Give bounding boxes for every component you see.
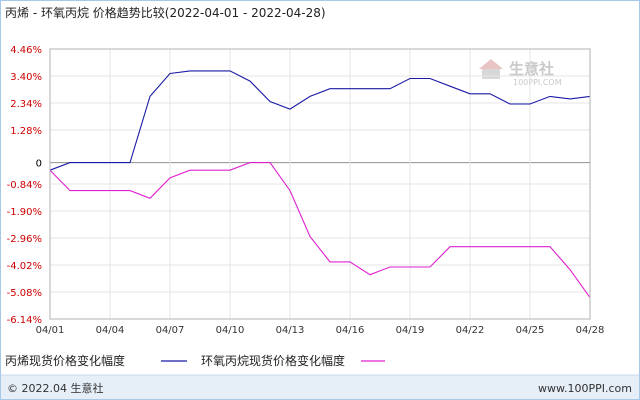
footer-link[interactable]: www.100PPI.com bbox=[538, 382, 632, 395]
watermark: 生意社 100PPI.COM bbox=[479, 59, 562, 87]
x-tick-label: 04/25 bbox=[516, 325, 545, 336]
propylene-series-line bbox=[49, 70, 591, 171]
x-tick-label: 04/04 bbox=[96, 325, 125, 336]
plot-border bbox=[49, 48, 591, 320]
footer-bar bbox=[1, 375, 639, 399]
legend-item-propylene-oxide: 环氧丙烷现货价格变化幅度 bbox=[201, 353, 385, 368]
y-tick-label: -5.08% bbox=[7, 288, 42, 299]
watermark-logo-icon bbox=[479, 59, 503, 79]
y-tick-label: 3.40% bbox=[10, 72, 42, 83]
x-tick-label: 04/07 bbox=[156, 325, 185, 336]
legend-label-propylene: 丙烯现货价格变化幅度 bbox=[5, 353, 125, 368]
x-tick-label: 04/10 bbox=[216, 325, 245, 336]
x-tick-label: 04/13 bbox=[276, 325, 305, 336]
legend: 丙烯现货价格变化幅度 环氧丙烷现货价格变化幅度 bbox=[5, 353, 385, 368]
propylene-oxide-series-line bbox=[49, 162, 591, 298]
y-tick-label: -1.90% bbox=[7, 207, 42, 218]
x-tick-label: 04/28 bbox=[576, 325, 605, 336]
y-tick-label: 0 bbox=[36, 159, 42, 170]
y-tick-label: -4.02% bbox=[7, 261, 42, 272]
chart-grid bbox=[49, 48, 591, 320]
watermark-site: 100PPI.COM bbox=[513, 78, 562, 87]
footer-copyright: © 2022.04 生意社 bbox=[7, 381, 103, 395]
chart-title: 丙烯 - 环氧丙烷 价格趋势比较(2022-04-01 - 2022-04-28… bbox=[5, 5, 326, 20]
y-tick-label: 4.46% bbox=[10, 45, 42, 56]
y-tick-label: -0.84% bbox=[7, 180, 42, 191]
y-tick-label: 2.34% bbox=[10, 99, 42, 110]
y-tick-label: -6.14% bbox=[7, 315, 42, 326]
y-tick-label: 1.28% bbox=[10, 126, 42, 137]
x-tick-label: 04/19 bbox=[396, 325, 425, 336]
legend-label-propylene-oxide: 环氧丙烷现货价格变化幅度 bbox=[201, 353, 345, 368]
watermark-brand: 生意社 bbox=[509, 60, 554, 78]
legend-item-propylene: 丙烯现货价格变化幅度 bbox=[5, 353, 187, 368]
y-tick-label: -2.96% bbox=[7, 234, 42, 245]
x-tick-label: 04/01 bbox=[36, 325, 65, 336]
series-layer bbox=[49, 70, 591, 298]
y-axis-ticks: 4.46% 3.40% 2.34% 1.28% 0 -0.84% -1.90% -2.96% -… bbox=[7, 45, 42, 326]
x-tick-label: 04/22 bbox=[456, 325, 485, 336]
x-tick-label: 04/16 bbox=[336, 325, 365, 336]
x-axis-ticks: 04/01 04/04 04/07 04/10 04/13 04/16 04/19 04/22… bbox=[36, 325, 605, 336]
